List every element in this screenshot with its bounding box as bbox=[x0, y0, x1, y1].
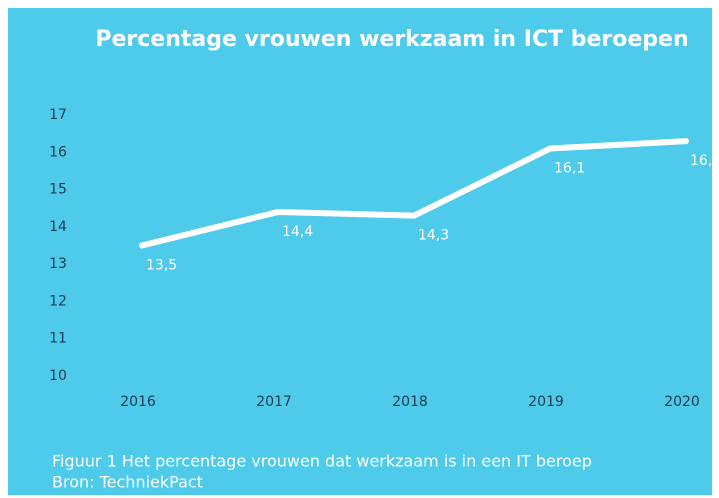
x-tick-label: 2018 bbox=[392, 394, 428, 410]
x-tick-label: 2017 bbox=[256, 394, 292, 410]
data-label: 14,4 bbox=[282, 224, 313, 240]
x-tick-label: 2016 bbox=[120, 394, 156, 410]
x-tick-label: 2020 bbox=[664, 394, 700, 410]
x-tick-label: 2019 bbox=[528, 394, 564, 410]
data-label: 16,1 bbox=[554, 161, 585, 177]
y-tick-label: 13 bbox=[49, 256, 67, 272]
caption: Bron: TechniekPact bbox=[52, 473, 203, 492]
y-tick-label: 14 bbox=[49, 219, 67, 235]
y-tick-label: 12 bbox=[49, 293, 67, 309]
y-tick-label: 16 bbox=[49, 144, 67, 160]
data-label: 13,5 bbox=[146, 258, 177, 274]
y-tick-label: 10 bbox=[49, 368, 67, 384]
caption: Figuur 1 Het percentage vrouwen dat werk… bbox=[52, 452, 592, 471]
data-line bbox=[139, 138, 689, 249]
y-tick-label: 15 bbox=[49, 182, 67, 198]
background bbox=[8, 8, 712, 495]
data-label: 16,3 bbox=[690, 153, 719, 169]
data-label: 14,3 bbox=[418, 228, 449, 244]
y-tick-label: 17 bbox=[49, 107, 67, 123]
y-tick-label: 11 bbox=[49, 331, 67, 347]
chart-title: Percentage vrouwen werkzaam in ICT beroe… bbox=[95, 27, 688, 52]
